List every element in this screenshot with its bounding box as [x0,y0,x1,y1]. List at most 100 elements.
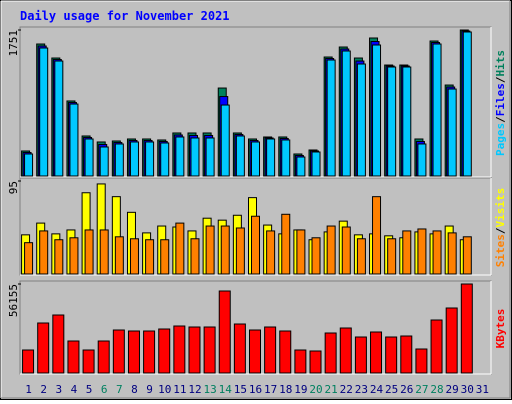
bar [84,138,94,177]
bar [447,88,457,177]
bar [251,141,260,177]
x-tick-label: 5 [86,383,93,396]
x-tick-label: 28 [430,383,443,396]
bar [145,239,155,275]
bar [402,66,412,177]
bar [190,137,200,177]
bar [447,232,457,275]
x-tick-label: 31 [476,383,489,396]
bar [387,66,397,177]
bar [218,290,231,374]
bar [97,340,110,374]
x-tick-label: 2 [40,383,47,396]
legend-separator: / [494,116,507,123]
legend-entry: Files [494,83,507,116]
legend-entry: KBytes [494,309,507,349]
x-tick-label: 11 [173,383,186,396]
x-tick-label: 19 [294,383,307,396]
x-tick-label: 12 [188,383,201,396]
bar [235,135,245,177]
bar [37,322,50,374]
bar [279,330,292,374]
bar [67,340,80,374]
bar [175,136,185,177]
x-tick-label: 6 [101,383,108,396]
bar [354,336,367,374]
bar [460,283,473,374]
y-tick-label: 1751 [7,30,20,57]
bar [235,227,245,275]
bar [114,236,124,275]
bar [266,138,276,177]
bar [296,156,306,177]
legend: KBytes [494,309,507,349]
x-tick-label: 21 [325,383,338,396]
x-tick-label: 17 [264,383,277,396]
bar [52,314,65,374]
bar [402,230,412,275]
bar [370,331,383,374]
legend-entry: Hits [494,50,507,77]
bar [417,228,427,275]
bar [114,143,124,177]
bar [341,226,351,275]
x-tick-label: 22 [340,383,353,396]
legend: Sites/Visits [494,188,507,268]
bar [415,348,428,374]
bar [203,326,216,374]
bar [430,319,443,374]
x-tick-label: 14 [219,383,233,396]
bar [417,143,427,177]
bar [205,137,215,177]
bar [82,349,95,374]
x-tick-label: 20 [309,383,322,396]
bar [188,326,201,374]
bar [24,153,34,177]
bar [432,230,442,275]
x-tick-label: 8 [131,383,138,396]
bar [445,307,458,374]
bar [173,325,186,374]
bar [160,142,170,177]
bar [432,43,442,177]
bar [326,59,336,177]
y-tick-label: 95 [7,181,20,194]
bar [22,349,35,374]
bar [264,326,277,374]
legend: Pages/Files/Hits [494,50,507,156]
bar [462,31,472,177]
bar [190,238,200,275]
x-tick-label: 30 [461,383,474,396]
bar [84,229,94,275]
bar [339,327,352,374]
legend-separator: / [494,76,507,83]
legend-entry: Sites [494,234,507,267]
bar [24,242,34,275]
x-tick-label: 3 [56,383,63,396]
bar [129,238,139,275]
bar [387,238,397,275]
x-tick-label: 29 [446,383,459,396]
bar [220,225,230,275]
bar [112,329,125,374]
bar [326,225,336,275]
bar [39,230,49,275]
bar [205,225,215,275]
bar [372,196,382,275]
bar [372,44,382,177]
bar [296,229,306,275]
legend-entry: Visits [494,188,507,228]
chart-title: Daily usage for November 2021 [20,9,230,23]
bar [160,239,170,275]
bar [281,213,291,275]
bar [462,236,472,275]
x-tick-label: 10 [158,383,171,396]
bar [294,349,307,374]
legend-separator: / [494,227,507,234]
x-tick-label: 9 [146,383,153,396]
bar [54,239,64,275]
x-tick-label: 1 [25,383,32,396]
bar [385,336,398,374]
